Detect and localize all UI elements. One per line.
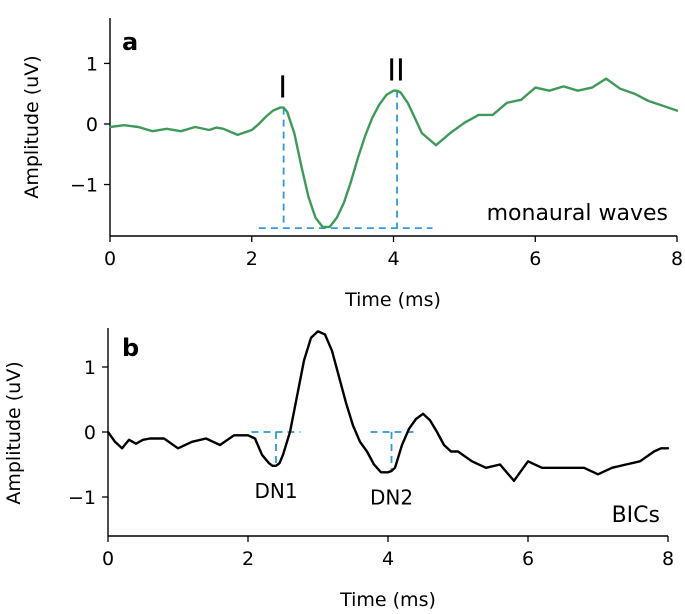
panel-b-xtick-label: 8 bbox=[662, 548, 674, 570]
panel-a-ylabel: Amplitude (uV) bbox=[21, 55, 43, 198]
peak-label: II bbox=[387, 54, 405, 89]
dn-label: DN1 bbox=[254, 479, 297, 503]
panel-b-ytick-label: −1 bbox=[68, 487, 96, 509]
panel-a-xtick-label: 2 bbox=[246, 248, 258, 270]
panel-a-xtick-label: 0 bbox=[104, 248, 116, 270]
panel-b-xtick-label: 2 bbox=[242, 548, 254, 570]
panel-a-xtick-label: 6 bbox=[529, 248, 541, 270]
panel-b-ytick-label: 1 bbox=[84, 357, 96, 379]
panel-b-ytick-label: 0 bbox=[84, 422, 96, 444]
peak-label: I bbox=[278, 71, 287, 106]
panel-b-xtick-label: 6 bbox=[522, 548, 534, 570]
panel-a-ytick-label: 1 bbox=[86, 53, 98, 75]
panel-b-letter: b bbox=[122, 334, 139, 362]
panel-a-ytick-label: 0 bbox=[86, 114, 98, 136]
panel-b-xlabel: Time (ms) bbox=[339, 589, 436, 611]
panel-a-xlabel: Time (ms) bbox=[344, 289, 441, 311]
panel-a-xtick-label: 8 bbox=[671, 248, 683, 270]
panel-a: a Amplitude (uV) Time (ms) monaural wave… bbox=[21, 18, 683, 311]
panel-b-xtick-label: 0 bbox=[102, 548, 114, 570]
dn-label: DN2 bbox=[370, 485, 413, 509]
panel-b-label: BICs bbox=[612, 503, 660, 528]
panel-b-ylabel: Amplitude (uV) bbox=[3, 361, 25, 504]
panel-a-xtick-label: 4 bbox=[387, 248, 399, 270]
panel-a-label: monaural waves bbox=[487, 201, 668, 226]
panel-b-xtick-label: 4 bbox=[382, 548, 394, 570]
panel-a-letter: a bbox=[122, 28, 138, 56]
panel-a-ytick-label: −1 bbox=[70, 175, 98, 197]
panel-b-series-line bbox=[106, 330, 670, 482]
panel-a-series-line bbox=[108, 77, 679, 229]
